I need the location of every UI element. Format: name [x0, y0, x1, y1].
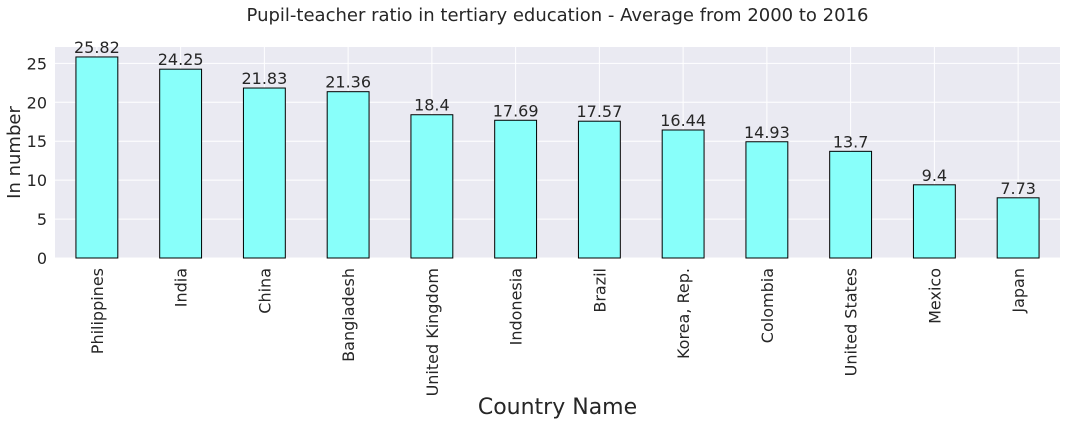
- bar-value-label: 25.82: [74, 38, 120, 57]
- x-tick-label: China: [255, 268, 274, 314]
- x-tick-label: Brazil: [590, 268, 609, 313]
- bar: [912, 184, 956, 259]
- y-tick-label: 0: [37, 249, 47, 268]
- x-tick-label: Mexico: [925, 268, 944, 324]
- bar: [829, 150, 873, 259]
- x-tick-label: Indonesia: [507, 268, 526, 345]
- bar: [745, 141, 789, 259]
- bar: [242, 87, 286, 259]
- bar-value-label: 14.93: [744, 123, 790, 142]
- bar: [159, 68, 203, 259]
- x-axis-ticks: Philippines India China Bangladesh United Ki…: [88, 268, 1028, 396]
- x-tick-label: United Kingdom: [423, 268, 442, 396]
- bar: [577, 120, 621, 259]
- y-tick-label: 25: [27, 54, 47, 73]
- x-axis-label: Country Name: [478, 395, 637, 420]
- chart-title: Pupil-teacher ratio in tertiary educatio…: [247, 5, 869, 26]
- bar: [661, 129, 705, 259]
- bar: [326, 91, 370, 259]
- x-tick-label: Korea, Rep.: [674, 268, 693, 359]
- bar-value-label: 21.36: [325, 73, 371, 92]
- x-tick-label: Philippines: [88, 268, 107, 354]
- x-tick-label: Colombia: [758, 268, 777, 343]
- data-labels: 25.82 24.25 21.83 21.36 18.4 17.69 17.57 16.44 1…: [74, 38, 1036, 198]
- y-tick-label: 20: [27, 93, 47, 112]
- y-tick-label: 10: [27, 171, 47, 190]
- bar: [75, 56, 119, 259]
- bar-value-label: 17.57: [576, 102, 622, 121]
- bars: [75, 56, 1040, 259]
- bar-value-label: 17.69: [493, 101, 539, 120]
- bar-value-label: 13.7: [833, 132, 869, 151]
- bar-value-label: 7.73: [1000, 179, 1036, 198]
- bar-value-label: 16.44: [660, 111, 706, 130]
- bar: [410, 114, 454, 259]
- x-tick-label: Bangladesh: [339, 268, 358, 362]
- x-tick-label: United States: [842, 268, 861, 376]
- plot-area: [55, 47, 1060, 258]
- y-tick-label: 15: [27, 132, 47, 151]
- bar-value-label: 18.4: [414, 96, 450, 115]
- bar: [494, 119, 538, 259]
- x-tick-label: India: [172, 268, 191, 307]
- y-tick-label: 5: [37, 210, 47, 229]
- bar: [996, 197, 1040, 259]
- bar-value-label: 24.25: [158, 50, 204, 69]
- y-axis-label: In number: [4, 106, 25, 199]
- y-axis-ticks: 0 5 10 15 20 25: [27, 54, 47, 268]
- bar-value-label: 9.4: [922, 166, 947, 185]
- bar-value-label: 21.83: [241, 69, 287, 88]
- x-tick-label: Japan: [1009, 268, 1028, 314]
